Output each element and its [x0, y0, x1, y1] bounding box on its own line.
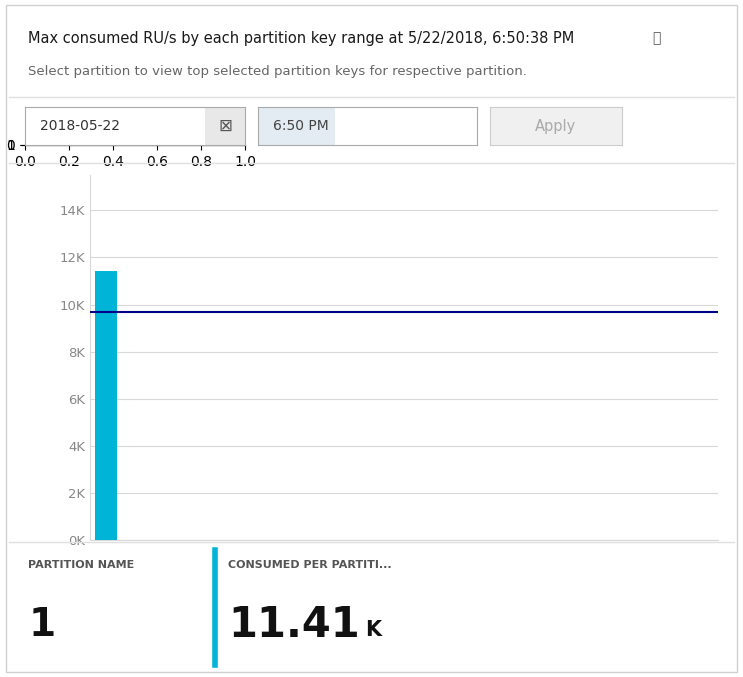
Text: 2018-05-22: 2018-05-22: [40, 119, 120, 133]
Text: Apply: Apply: [536, 118, 577, 133]
Text: PARTITION NAME: PARTITION NAME: [28, 560, 134, 570]
Bar: [94, 271, 117, 540]
Text: K: K: [366, 620, 382, 640]
Text: ⊠: ⊠: [218, 117, 232, 135]
Bar: [258, 107, 334, 145]
Text: CONSUMED PER PARTITI...: CONSUMED PER PARTITI...: [228, 560, 392, 570]
Text: 6:50 PM: 6:50 PM: [273, 119, 329, 133]
Bar: [205, 107, 245, 145]
Text: Select partition to view top selected partition keys for respective partition.: Select partition to view top selected pa…: [28, 66, 527, 79]
Text: Max consumed RU/s by each partition key range at 5/22/2018, 6:50:38 PM: Max consumed RU/s by each partition key …: [28, 30, 574, 45]
Text: 1: 1: [28, 606, 56, 644]
Text: ⓘ: ⓘ: [652, 31, 661, 45]
Text: 11.41: 11.41: [228, 604, 360, 646]
